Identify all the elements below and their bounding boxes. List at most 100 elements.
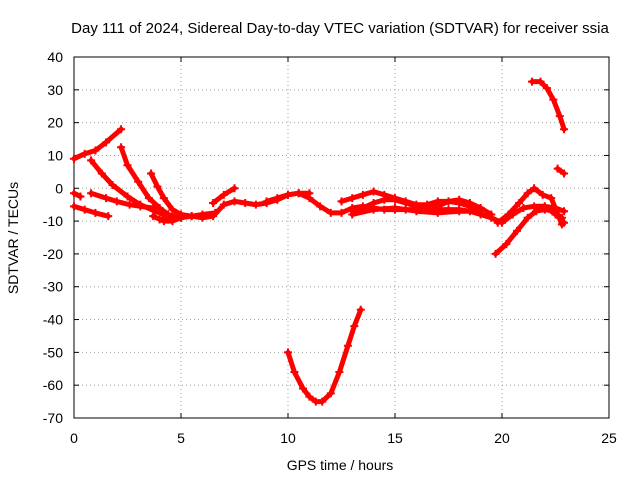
data-point — [70, 189, 78, 198]
data-point — [551, 210, 560, 219]
x-tick-label: 25 — [601, 430, 617, 446]
data-point — [230, 184, 239, 193]
series-s19 — [553, 164, 569, 178]
data-point — [502, 240, 511, 249]
data-point — [91, 146, 100, 155]
series-s15 — [284, 305, 365, 406]
series-s6 — [117, 143, 185, 222]
data-point — [97, 169, 106, 178]
data-point — [112, 197, 121, 206]
y-axis-label: SDTVAR / TECUs — [5, 182, 21, 294]
data-point — [476, 207, 485, 216]
data-series — [70, 77, 569, 406]
data-point — [198, 213, 207, 222]
series-s18 — [527, 77, 569, 134]
data-point — [273, 194, 282, 203]
x-tick-label: 20 — [494, 430, 510, 446]
data-point — [523, 189, 532, 198]
data-point — [519, 203, 528, 212]
data-point — [487, 210, 496, 219]
data-point — [168, 205, 177, 214]
data-point — [251, 200, 260, 209]
y-tick-label: -50 — [43, 344, 63, 360]
data-point — [530, 184, 539, 193]
y-tick-label: 0 — [55, 180, 63, 196]
data-point — [117, 143, 126, 152]
data-point — [401, 199, 410, 208]
data-point — [433, 208, 442, 217]
series-s13 — [348, 195, 496, 219]
data-point — [337, 197, 346, 206]
chart-title: Day 111 of 2024, Sidereal Day-to-day VTE… — [71, 20, 609, 37]
data-point — [241, 199, 250, 208]
data-point — [444, 197, 453, 206]
data-point — [337, 208, 346, 217]
data-point — [147, 169, 156, 178]
x-tick-label: 10 — [280, 430, 296, 446]
data-point — [262, 197, 271, 206]
data-point — [523, 213, 532, 222]
data-point — [504, 210, 513, 219]
data-point — [527, 77, 536, 86]
data-point — [155, 203, 164, 212]
y-tick-label: 10 — [47, 147, 63, 163]
data-point — [491, 249, 500, 258]
data-point — [542, 84, 551, 93]
data-point — [230, 197, 239, 206]
data-point — [380, 195, 389, 204]
data-point — [219, 200, 228, 209]
data-point — [515, 199, 524, 208]
data-point — [391, 203, 399, 212]
data-point — [356, 305, 365, 314]
data-point — [350, 322, 359, 331]
data-point — [305, 392, 314, 401]
data-point — [76, 192, 85, 201]
series-s2 — [70, 202, 113, 221]
series-s3 — [70, 189, 85, 201]
data-point — [153, 182, 162, 191]
data-point — [326, 208, 335, 217]
x-axis-label: GPS time / hours — [287, 457, 394, 473]
data-point — [532, 207, 541, 216]
series-s1 — [70, 125, 126, 163]
data-point — [553, 164, 562, 173]
data-point — [348, 210, 357, 219]
series-band — [285, 307, 364, 405]
data-point — [512, 226, 521, 235]
data-point — [455, 195, 464, 204]
series-s17 — [493, 184, 566, 229]
data-point — [465, 199, 474, 208]
data-point — [560, 218, 569, 227]
data-point — [102, 194, 111, 203]
data-point — [536, 77, 545, 86]
plot-frame — [73, 56, 610, 419]
data-point — [136, 200, 145, 209]
data-point — [358, 190, 367, 199]
data-point — [155, 215, 164, 224]
data-point — [125, 200, 134, 209]
data-point — [159, 194, 168, 203]
x-tick-label: 15 — [387, 430, 403, 446]
data-point — [123, 192, 132, 201]
data-point — [187, 212, 196, 221]
data-point — [530, 202, 539, 211]
y-tick-label: -40 — [43, 312, 63, 328]
series-s11 — [262, 189, 314, 206]
data-point — [316, 202, 325, 211]
data-point — [348, 194, 357, 203]
series-band — [71, 203, 111, 219]
data-point — [455, 207, 464, 216]
data-point — [166, 213, 175, 222]
data-point — [151, 207, 160, 216]
data-point — [412, 207, 421, 216]
data-point — [117, 125, 126, 134]
series-s14 — [348, 203, 485, 219]
y-tick-label: 30 — [47, 82, 63, 98]
data-point — [123, 161, 132, 170]
series-s10 — [209, 184, 239, 208]
data-point — [209, 199, 218, 208]
x-tick-label: 0 — [70, 430, 78, 446]
data-point — [108, 180, 117, 189]
